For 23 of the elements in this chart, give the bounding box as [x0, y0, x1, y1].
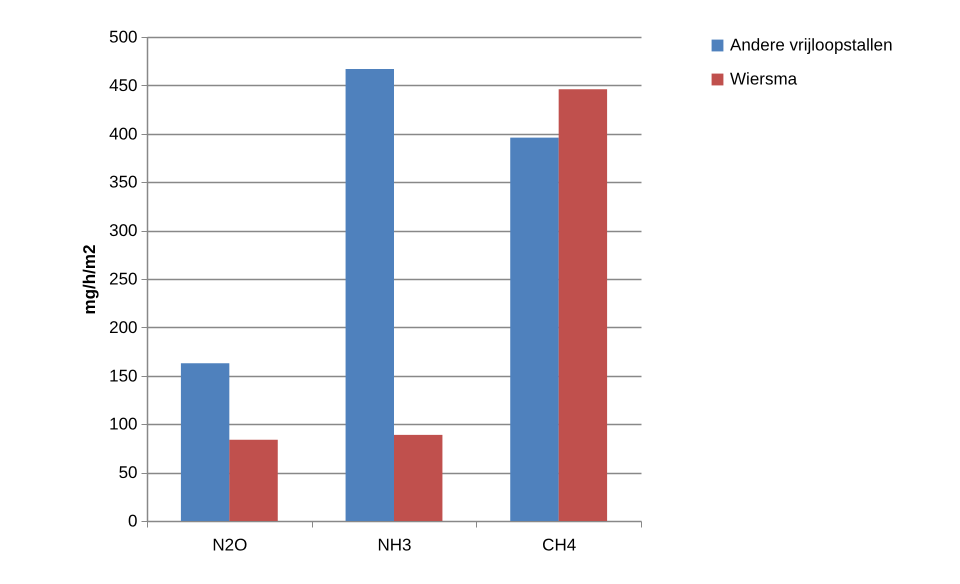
y-tick-label: 400	[109, 124, 138, 144]
y-tick-label: 450	[109, 76, 138, 95]
y-tick-label: 150	[109, 366, 138, 386]
legend-label: Wiersma	[730, 70, 798, 88]
x-tick-label: N2O	[212, 536, 248, 554]
y-tick-label: 100	[109, 414, 138, 434]
y-tick-label: 350	[109, 172, 138, 192]
bar	[229, 440, 278, 521]
bar	[180, 363, 230, 521]
y-tick-label: 300	[109, 221, 138, 240]
bar	[346, 68, 394, 521]
y-tick-label: 250	[109, 270, 138, 288]
y-tick-label: 500	[109, 28, 138, 46]
y-axis-title: mg/h/m2	[80, 244, 100, 314]
y-tick-label: 200	[109, 318, 138, 337]
bar	[394, 434, 442, 521]
bar	[558, 89, 608, 521]
y-tick-label: 50	[118, 463, 138, 482]
bar	[510, 138, 559, 521]
legend-label: Andere vrijloopstallen	[730, 36, 893, 54]
y-tick-label: 0	[128, 512, 138, 530]
x-tick-label: NH3	[377, 536, 412, 554]
x-tick-label: CH4	[542, 536, 576, 554]
